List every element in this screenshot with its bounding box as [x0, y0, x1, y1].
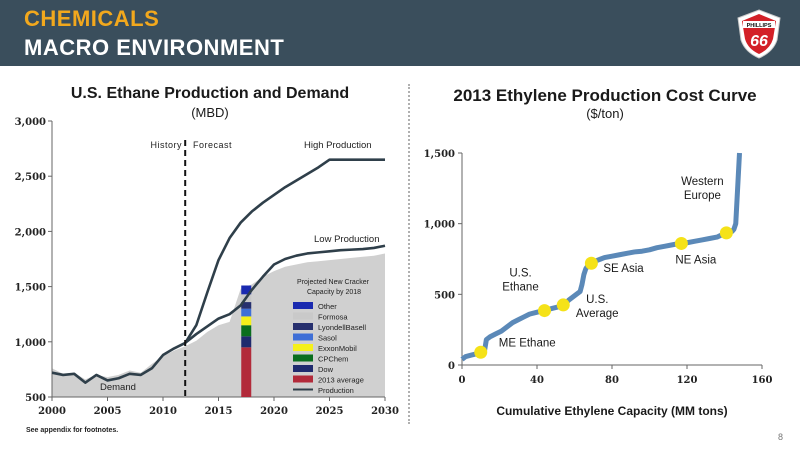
cracker-bar-segment	[241, 316, 252, 326]
right-axes: 0 500 1,000 1,500 0 40 80 120 160	[424, 149, 773, 386]
cost-curve-labels: ME Ethane U.S. Ethane U.S. Average SE Asia NE …	[499, 176, 724, 349]
history-label: History	[150, 140, 182, 150]
cost-point-label: U.S. Average	[576, 294, 619, 320]
left-y-tick-label: 3,000	[15, 117, 46, 128]
left-chart-title: U.S. Ethane Production and Demand	[70, 85, 350, 102]
cost-point-label: Western Europe	[681, 176, 724, 202]
low-production-label: Low Production	[314, 234, 379, 245]
series-line	[51, 341, 186, 384]
left-x-tick-label: 2000	[38, 406, 66, 417]
right-x-tick-label: 40	[530, 375, 544, 386]
cost-curve-points	[474, 226, 733, 359]
left-y-tick-label: 2,500	[15, 172, 46, 183]
cost-point	[719, 226, 733, 240]
header-banner: CHEMICALS MACRO ENVIRONMENT PHILLIPS 66	[0, 0, 800, 66]
legend-swatch	[293, 344, 313, 351]
cracker-bar-segment	[241, 285, 252, 295]
cost-point	[556, 298, 570, 312]
right-x-tick-label: 160	[752, 375, 773, 386]
logo-text-main: 66	[750, 33, 768, 50]
legend-label: Production	[318, 386, 354, 395]
right-y-tick-label: 1,000	[424, 220, 455, 231]
left-y-tick-label: 2,000	[15, 227, 46, 238]
header-title-line1: CHEMICALS	[24, 6, 160, 31]
cost-point	[674, 236, 688, 250]
right-x-tick-label: 120	[677, 375, 698, 386]
cost-point	[584, 256, 598, 270]
phillips66-logo: PHILLIPS 66	[737, 9, 781, 59]
cracker-legend-title: Projected New Cracker Capacity by 2018	[297, 279, 371, 296]
logo-text-top: PHILLIPS	[747, 23, 772, 29]
cost-point	[538, 304, 551, 318]
legend-swatch	[293, 302, 313, 309]
left-x-tick-label: 2020	[260, 406, 288, 417]
forecast-label: Forecast	[193, 140, 232, 150]
legend-swatch	[293, 323, 313, 330]
right-chart-title: 2013 Ethylene Production Cost Curve	[453, 86, 757, 105]
cracker-bar-segment	[241, 336, 252, 348]
left-axes: 500 1,000 1,500 2,000 2,500 3,000 2000 2005 2010…	[15, 117, 399, 417]
demand-label: Demand	[100, 382, 136, 393]
left-y-tick-label: 500	[25, 393, 46, 404]
left-x-tick-label: 2025	[316, 406, 344, 417]
legend-label: Sasol	[318, 334, 337, 343]
page-number: 8	[778, 432, 784, 442]
legend-label: Dow	[318, 365, 334, 374]
left-x-tick-label: 2005	[94, 406, 122, 417]
panel-divider	[408, 84, 410, 424]
legend-swatch	[293, 354, 313, 362]
legend-label: Formosa	[318, 313, 348, 322]
left-x-tick-label: 2010	[149, 406, 177, 417]
cost-point-label: NE Asia	[675, 254, 717, 266]
cracker-bar-segment	[241, 302, 252, 309]
right-y-tick-label: 0	[448, 361, 455, 372]
legend-swatch	[293, 333, 313, 341]
right-y-tick-label: 500	[434, 290, 455, 301]
cracker-bar-segment	[241, 325, 252, 337]
right-y-tick-label: 1,500	[424, 149, 455, 160]
left-x-tick-label: 2015	[205, 406, 233, 417]
cost-point-label: ME Ethane	[499, 337, 556, 349]
right-x-tick-label: 0	[459, 375, 466, 386]
series-line	[184, 158, 385, 344]
cost-point	[474, 345, 488, 359]
cracker-bar-segment	[241, 308, 252, 317]
left-y-tick-label: 1,500	[15, 283, 46, 294]
right-x-tick-label: 80	[605, 375, 619, 386]
series-line	[184, 244, 386, 344]
footnote: See appendix for footnotes.	[26, 427, 119, 434]
legend-label: ExxonMobil	[318, 344, 357, 353]
cost-point-label: SE Asia	[603, 263, 644, 275]
left-y-tick-label: 1,000	[15, 338, 46, 349]
legend-label: LyondellBasell	[318, 323, 366, 332]
left-chart-subtitle: (MBD)	[191, 105, 229, 120]
legend-label: Other	[318, 302, 337, 311]
legend-swatch	[293, 365, 313, 372]
header-title-line2: MACRO ENVIRONMENT	[24, 35, 285, 60]
cost-point-label: U.S. Ethane	[502, 268, 538, 294]
legend-swatch	[293, 375, 313, 383]
production-lines-layer	[51, 158, 386, 384]
left-x-tick-label: 2030	[371, 406, 399, 417]
legend-label: CPChem	[318, 355, 348, 364]
legend-swatch	[293, 312, 313, 320]
right-chart-xlabel: Cumulative Ethylene Capacity (MM tons)	[496, 404, 728, 418]
right-chart-subtitle: ($/ton)	[586, 106, 624, 121]
high-production-label: High Production	[304, 140, 372, 151]
legend-label: 2013 average	[318, 376, 364, 385]
cracker-bar-segment	[241, 347, 252, 397]
